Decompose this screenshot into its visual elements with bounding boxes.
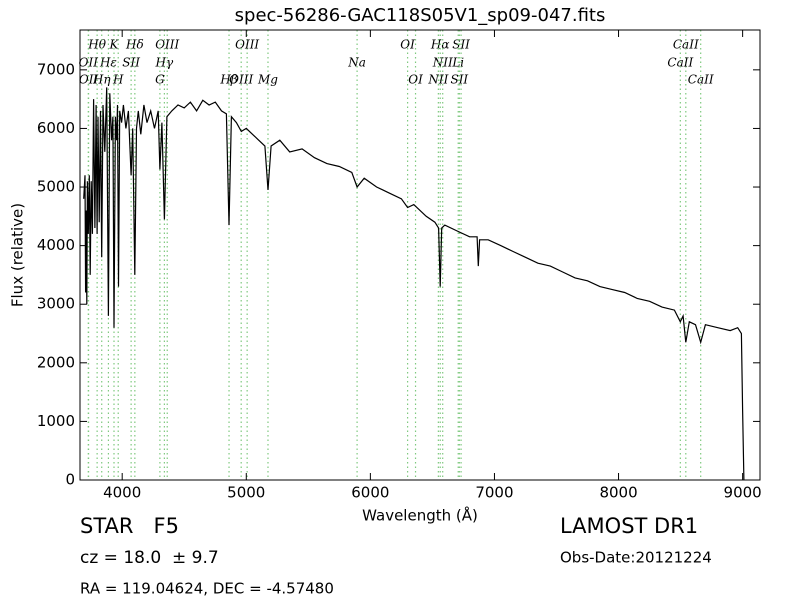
spectral-line-label: OIII [229, 73, 253, 87]
plot-frame [79, 29, 761, 481]
y-tick-label: 2000 [37, 353, 75, 371]
object-class: STAR F5 [80, 514, 179, 538]
y-tick-label: 7000 [37, 60, 75, 78]
x-tick-label: 7000 [475, 484, 513, 502]
x-tick-label: 5000 [227, 484, 265, 502]
spectral-line-label: CaII [688, 73, 714, 87]
x-tick-label: 9000 [724, 484, 762, 502]
spectral-line-label: Hδ [125, 38, 144, 52]
y-tick-label: 4000 [37, 236, 75, 254]
spectral-line-label: Hη [92, 73, 111, 87]
spectral-line-label: NII [432, 56, 453, 70]
y-tick-label: 5000 [37, 178, 75, 196]
spectral-line-label: Na [347, 56, 366, 70]
spectral-line-label: Mg [257, 73, 278, 87]
spectral-line-label: SII [452, 38, 470, 52]
x-tick-label: 8000 [599, 484, 637, 502]
spectral-line-label: OIII [235, 38, 259, 52]
spectral-line-label: Hβ [219, 73, 237, 87]
spectral-line-label: H [112, 73, 124, 87]
chart-title: spec-56286-GAC118S05V1_sp09-047.fits [235, 5, 606, 26]
spectral-line-label: OII [79, 73, 99, 87]
coordinates: RA = 119.04624, DEC = -4.57480 [80, 580, 334, 598]
obs-date: Obs-Date:20121224 [560, 549, 712, 567]
spectral-line-label: G [155, 73, 165, 87]
spectral-line-label: Hγ [155, 56, 174, 70]
spectral-line-label: Li [451, 56, 464, 70]
spectral-line-label: NII [427, 73, 448, 87]
spectral-line-label: K [109, 38, 120, 52]
spectral-line-label: Hα [430, 38, 450, 52]
spectral-line-label: OI [408, 73, 423, 87]
survey: LAMOST DR1 [560, 514, 698, 538]
y-tick-label: 6000 [37, 119, 75, 137]
y-tick-label: 1000 [37, 412, 75, 430]
x-tick-label: 4000 [103, 484, 141, 502]
spectral-line-label: Hε [99, 56, 117, 70]
spectral-line-label: SII [450, 73, 468, 87]
y-tick-label: 0 [65, 471, 75, 489]
redshift: cz = 18.0 ± 9.7 [80, 548, 219, 568]
spectral-line-label: Hθ [87, 38, 106, 52]
spectral-line-label: OI [400, 38, 415, 52]
spectral-line-label: OIII [155, 38, 179, 52]
x-axis-label: Wavelength (Å) [362, 506, 478, 525]
spectral-line-label: SII [122, 56, 140, 70]
spectral-line-label: CaII [667, 56, 693, 70]
y-tick-label: 3000 [37, 295, 75, 313]
x-tick-label: 6000 [351, 484, 389, 502]
spectral-line-label: CaII [673, 38, 699, 52]
y-axis-label: Flux (relative) [9, 203, 27, 307]
spectrum [83, 87, 745, 481]
